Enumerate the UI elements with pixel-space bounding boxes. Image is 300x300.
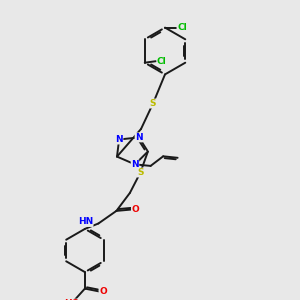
Text: Cl: Cl [157,57,167,66]
Text: N: N [135,133,143,142]
Text: O: O [131,205,139,214]
Text: S: S [137,168,144,177]
Text: HN: HN [78,218,93,226]
Text: N: N [131,160,139,169]
Text: N: N [115,135,123,144]
Text: HO: HO [64,299,80,300]
Text: Cl: Cl [177,23,187,32]
Text: O: O [99,287,107,296]
Text: S: S [150,99,156,108]
